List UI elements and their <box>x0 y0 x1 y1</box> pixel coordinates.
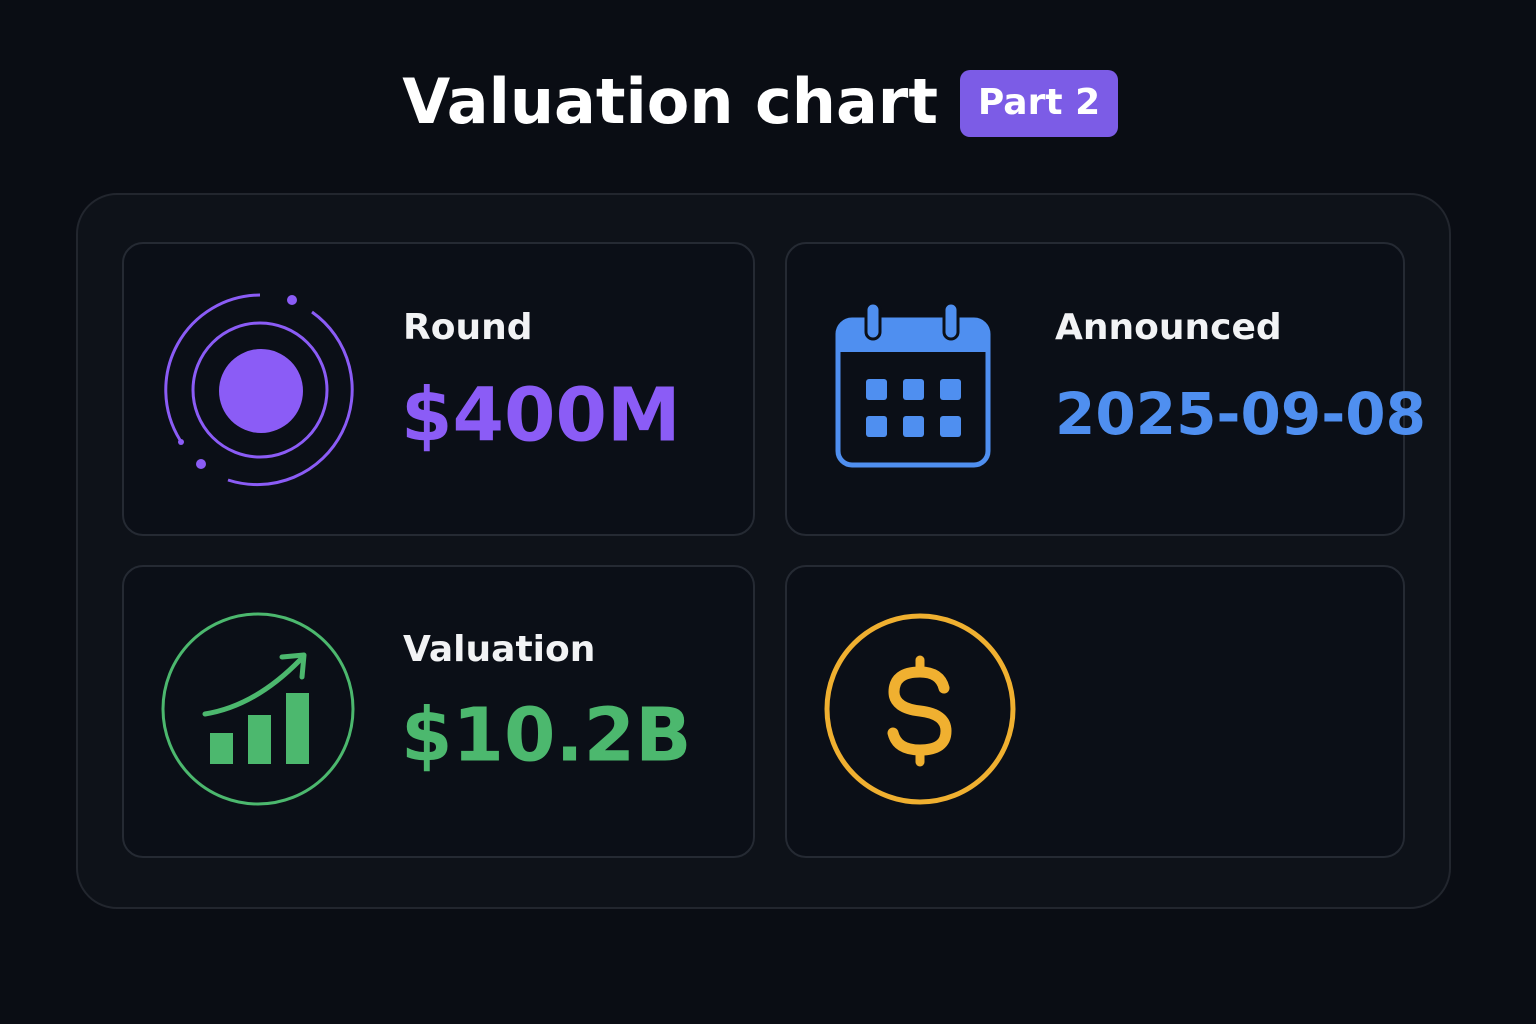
orbit-icon <box>164 293 354 487</box>
badge <box>960 70 1118 137</box>
calendar-icon <box>835 301 991 468</box>
card-value: 2025-09-08 <box>1055 380 1426 448</box>
card-label: Valuation <box>403 629 595 670</box>
card <box>122 565 755 858</box>
title: Valuation chart <box>402 65 938 138</box>
card <box>122 242 755 536</box>
card-value: $400M <box>401 373 681 459</box>
growth-icon <box>161 612 355 806</box>
card <box>785 565 1405 858</box>
card-label: Announced <box>1055 307 1282 348</box>
card-label: Round <box>403 307 532 348</box>
card-value: $10.2B <box>401 693 691 779</box>
coin-icon <box>824 613 1016 805</box>
card <box>785 242 1405 536</box>
badge-text: Part 2 <box>978 82 1100 123</box>
